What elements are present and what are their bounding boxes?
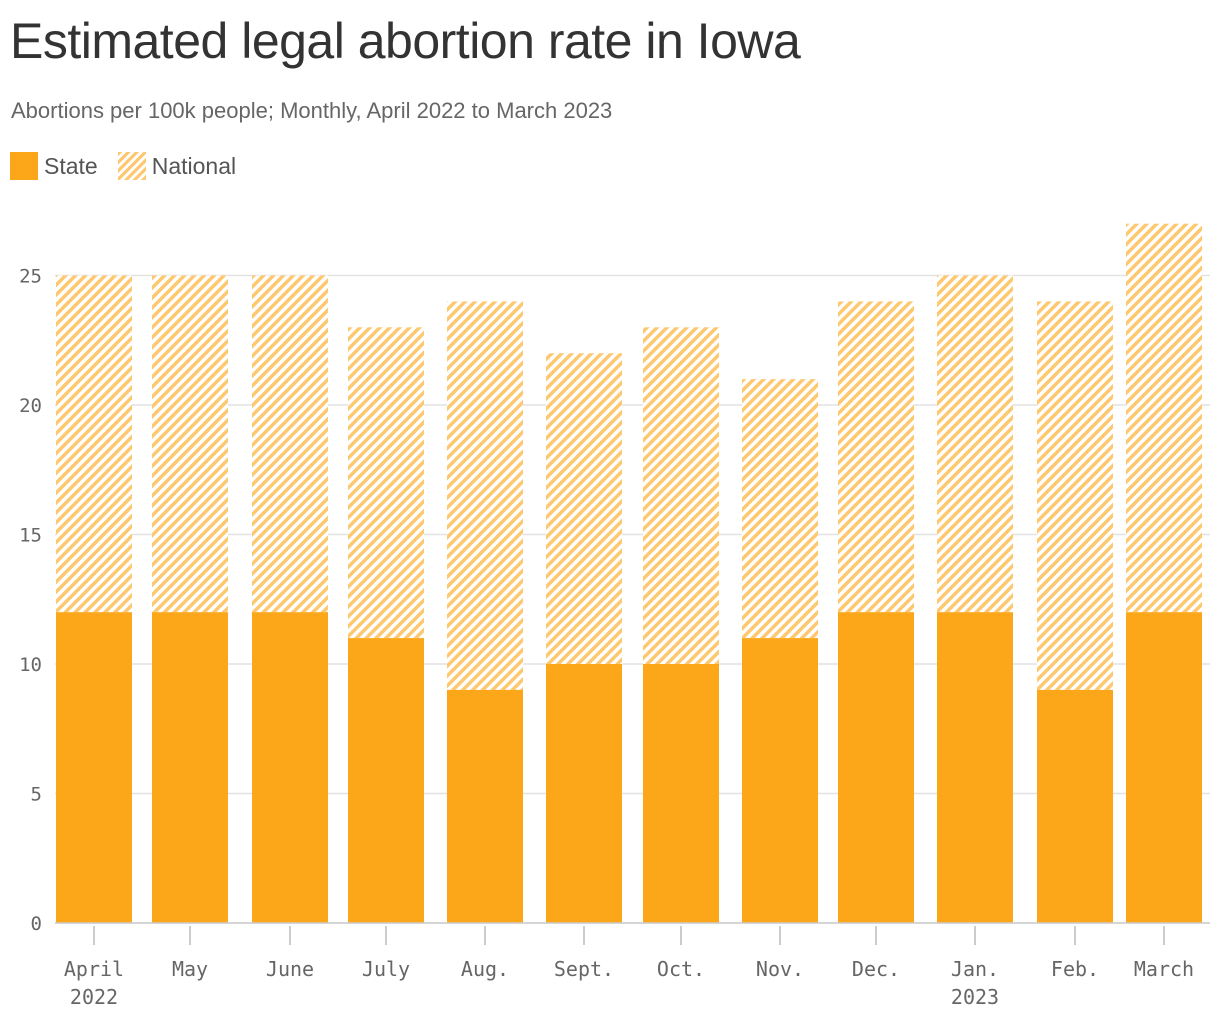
x-tick-label: Nov. (756, 957, 804, 981)
state-bar (742, 638, 818, 923)
national-bar (252, 275, 328, 613)
bar-chart: 0 5 10 15 20 25 April 2022 May June July Aug. Sept. O… (19, 223, 1210, 1009)
state-bar (348, 638, 424, 923)
legend-item-national: National (117, 152, 237, 180)
y-tick-label: 15 (19, 525, 42, 547)
state-bar (56, 612, 132, 923)
national-bar (56, 275, 132, 613)
national-bar (152, 275, 228, 613)
national-bar (742, 379, 818, 639)
national-bar (447, 301, 523, 690)
state-bar (252, 612, 328, 923)
national-bar (643, 327, 719, 664)
x-tick-sublabel: 2023 (951, 985, 999, 1009)
state-bar (1037, 689, 1113, 923)
axes: 0 5 10 15 20 25 April 2022 May June July Aug. Sept. O… (19, 266, 1210, 1009)
national-bar (348, 327, 424, 639)
x-tick-label: Aug. (461, 957, 509, 981)
national-bar (1126, 223, 1202, 613)
legend-item-state: State (10, 152, 98, 180)
state-bar (838, 612, 914, 923)
national-bar (546, 353, 622, 664)
x-tick-label: April (64, 957, 124, 981)
national-bar (1037, 301, 1113, 690)
x-tick-label: July (362, 957, 410, 981)
national-bar (937, 275, 1013, 613)
bars (56, 223, 1202, 923)
legend-swatch-state (10, 152, 38, 180)
legend-label-national: National (151, 152, 237, 179)
state-bar (447, 689, 523, 923)
y-tick-label: 25 (19, 266, 42, 288)
x-tick-sublabel: 2022 (70, 985, 118, 1009)
y-tick-label: 5 (31, 784, 42, 806)
state-bar (937, 612, 1013, 923)
legend-swatch-national (117, 152, 146, 180)
gridlines (55, 274, 1210, 924)
state-bar (546, 664, 622, 923)
y-tick-label: 0 (31, 913, 42, 935)
national-bar (838, 301, 914, 613)
x-tick-label: Jan. (951, 957, 999, 981)
state-bar (152, 612, 228, 923)
x-tick-label: Feb. (1051, 957, 1099, 981)
y-tick-label: 20 (19, 395, 42, 417)
state-bar (643, 664, 719, 923)
x-tick-label: May (172, 957, 208, 981)
x-tick-label: Oct. (657, 957, 705, 981)
legend: State National (10, 152, 256, 180)
state-bar (1126, 612, 1202, 923)
x-tick-label: Sept. (554, 957, 614, 981)
chart-title: Estimated legal abortion rate in Iowa (10, 13, 801, 69)
legend-label-state: State (44, 152, 98, 179)
x-tick-label: Dec. (852, 957, 900, 981)
y-tick-label: 10 (19, 654, 42, 676)
x-tick-label: March (1134, 957, 1194, 981)
chart-subtitle: Abortions per 100k people; Monthly, Apri… (11, 98, 613, 123)
x-tick-label: June (266, 957, 314, 981)
